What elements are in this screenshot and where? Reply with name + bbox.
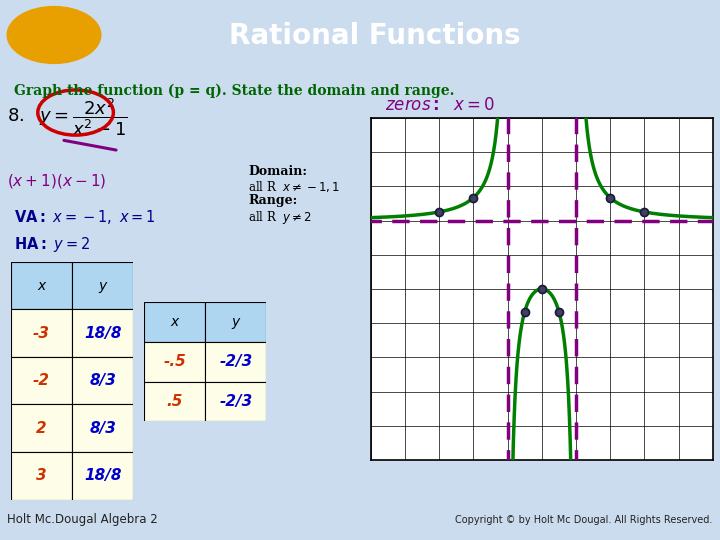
Text: 3: 3 xyxy=(36,468,47,483)
Text: $(x+1)(x-1)$: $(x+1)(x-1)$ xyxy=(7,172,107,190)
Text: -2/3: -2/3 xyxy=(219,394,253,409)
Text: -2/3: -2/3 xyxy=(219,354,253,369)
Bar xyxy=(205,302,266,342)
Bar xyxy=(72,452,133,500)
Bar xyxy=(72,309,133,357)
Text: .5: .5 xyxy=(166,394,183,409)
Bar xyxy=(144,342,205,382)
Text: Graph the function (p = q). State the domain and range.: Graph the function (p = q). State the do… xyxy=(14,84,455,98)
Text: Holt Mc.Dougal Algebra 2: Holt Mc.Dougal Algebra 2 xyxy=(7,513,158,526)
Text: $8.\ \ y = \dfrac{2x^2}{x^2-1}$: $8.\ \ y = \dfrac{2x^2}{x^2-1}$ xyxy=(7,96,128,138)
Text: x: x xyxy=(37,279,45,293)
Text: 18/8: 18/8 xyxy=(84,326,122,341)
Bar xyxy=(11,309,72,357)
Text: $\it{zeros}$$\mathbf{:}\ \ x=0$: $\it{zeros}$$\mathbf{:}\ \ x=0$ xyxy=(385,97,495,114)
Text: Range:: Range: xyxy=(248,194,297,207)
Bar xyxy=(205,382,266,421)
Text: -3: -3 xyxy=(33,326,50,341)
Bar xyxy=(11,404,72,452)
Bar xyxy=(72,357,133,404)
Bar xyxy=(72,262,133,309)
Ellipse shape xyxy=(7,6,101,63)
Bar xyxy=(144,382,205,421)
Bar xyxy=(205,342,266,382)
Text: all R  $y\neq 2$: all R $y\neq 2$ xyxy=(248,209,312,226)
Text: 2: 2 xyxy=(36,421,47,436)
Bar xyxy=(72,404,133,452)
Bar xyxy=(11,357,72,404)
Text: $\mathbf{HA:}\ y=2$: $\mathbf{HA:}\ y=2$ xyxy=(14,235,91,254)
Bar xyxy=(144,302,205,342)
Text: -.5: -.5 xyxy=(163,354,186,369)
Text: 8/3: 8/3 xyxy=(89,373,116,388)
Text: y: y xyxy=(99,279,107,293)
Text: $\mathbf{VA:}\ x=-1,\ x=1$: $\mathbf{VA:}\ x=-1,\ x=1$ xyxy=(14,208,156,226)
Text: -2: -2 xyxy=(33,373,50,388)
Text: Rational Functions: Rational Functions xyxy=(228,23,521,50)
Text: y: y xyxy=(232,315,240,329)
Bar xyxy=(11,262,72,309)
Text: 18/8: 18/8 xyxy=(84,468,122,483)
Text: all R  $x\neq -1, 1$: all R $x\neq -1, 1$ xyxy=(248,179,341,194)
Text: x: x xyxy=(171,315,179,329)
Text: 8/3: 8/3 xyxy=(89,421,116,436)
Text: Copyright © by Holt Mc Dougal. All Rights Reserved.: Copyright © by Holt Mc Dougal. All Right… xyxy=(456,515,713,525)
Bar xyxy=(11,452,72,500)
Text: Domain:: Domain: xyxy=(248,165,307,178)
